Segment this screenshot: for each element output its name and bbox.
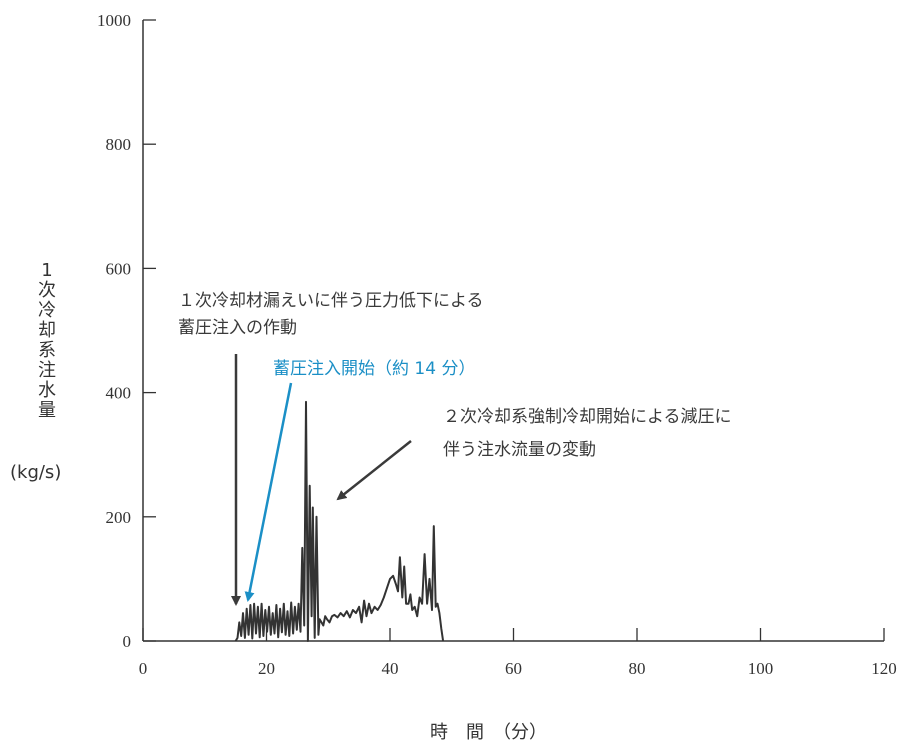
- y-axis-label-char: 冷: [38, 300, 56, 321]
- y-axis-unit: (kg/s): [10, 462, 61, 483]
- x-tick-label: 120: [871, 659, 897, 678]
- y-tick-label: 600: [106, 259, 132, 278]
- annotation-right-line2: 伴う注水流量の変動: [443, 440, 596, 460]
- series-layer: [234, 400, 445, 642]
- x-tick-label: 80: [629, 659, 646, 678]
- y-tick-label: 200: [106, 508, 132, 527]
- y-axis-label-char: 量: [38, 400, 56, 421]
- annotation-blue-label: 蓄圧注入開始（約 14 分）: [273, 359, 475, 379]
- annotation-right-line1: ２次冷却系強制冷却開始による減圧に: [443, 407, 732, 427]
- y-axis-label-char: 水: [38, 380, 56, 401]
- y-axis-label-char: 系: [38, 340, 56, 361]
- annotation-right-arrow: [336, 440, 412, 501]
- x-tick-label: 100: [748, 659, 774, 678]
- y-axis-label-char: 次: [38, 280, 56, 301]
- x-tick-label: 20: [258, 659, 275, 678]
- ticks: 0 20 40 60 80 100 120 0 200 400 600 800 1000: [97, 11, 897, 678]
- annotation-black-line1: １次冷却材漏えいに伴う圧力低下による: [178, 291, 484, 311]
- y-tick-label: 0: [123, 632, 132, 651]
- y-axis-label-char: 1: [41, 260, 52, 281]
- annotation-black-line2: 蓄圧注入の作動: [178, 318, 297, 338]
- y-tick-label: 400: [106, 384, 132, 403]
- x-tick-label: 60: [505, 659, 522, 678]
- x-tick-label: 40: [382, 659, 399, 678]
- annotation-blue-arrow: [244, 382, 293, 602]
- y-axis-label-char: 却: [38, 320, 56, 341]
- y-tick-label: 800: [106, 135, 132, 154]
- series-line: [234, 400, 445, 642]
- y-tick-label: 1000: [97, 11, 131, 30]
- x-axis-label: 時 間 （分）: [430, 722, 547, 743]
- y-axis-label-char: 注: [38, 360, 56, 381]
- x-tick-label: 0: [139, 659, 148, 678]
